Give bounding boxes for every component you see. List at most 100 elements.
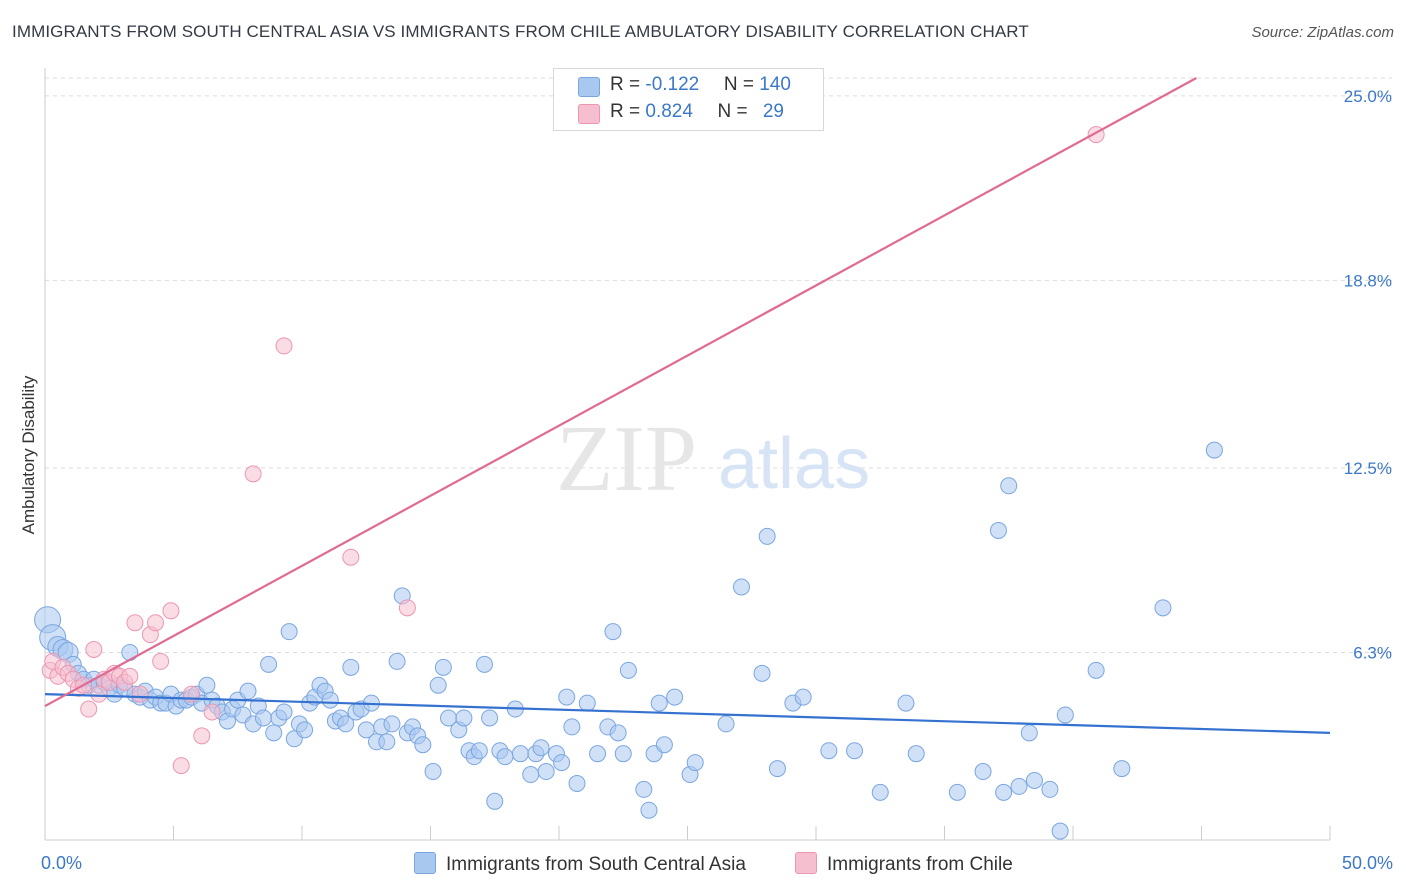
data-point-south-central-asia	[1051, 822, 1069, 840]
data-point-chile	[147, 614, 165, 632]
data-point-chile	[121, 667, 139, 685]
trendline-chile	[44, 77, 1197, 708]
data-point-chile	[90, 685, 108, 703]
data-point-south-central-asia	[424, 763, 442, 781]
data-point-south-central-asia	[578, 694, 596, 712]
data-point-south-central-asia	[280, 623, 298, 641]
legend-r-value: 0.824	[645, 101, 693, 122]
legend-r-value: -0.122	[645, 74, 700, 95]
legend-r-label: R =	[610, 74, 646, 95]
data-point-south-central-asia	[337, 715, 355, 733]
data-point-south-central-asia	[1020, 724, 1038, 742]
data-point-south-central-asia	[753, 664, 771, 682]
y-tick-label: 6.3%	[1353, 643, 1392, 662]
data-point-south-central-asia	[768, 760, 786, 778]
axes	[44, 68, 1331, 841]
legend-n-label: N =	[723, 74, 760, 95]
bottom-legend-swatch-pink	[795, 852, 817, 874]
data-point-chile	[152, 652, 170, 670]
bottom-legend-label: Immigrants from Chile	[827, 854, 1013, 875]
data-point-south-central-asia	[609, 724, 627, 742]
x-tick-label: 50.0%	[1342, 853, 1393, 873]
legend-swatch-blue	[578, 77, 600, 97]
data-point-chile	[80, 700, 98, 718]
data-point-chile	[193, 727, 211, 745]
x-tick-label: 0.0%	[41, 853, 82, 873]
data-point-south-central-asia	[907, 745, 925, 763]
trendline-south-central-asia	[44, 693, 1331, 734]
data-point-chile	[85, 641, 103, 658]
data-point-chile	[131, 685, 149, 703]
data-point-south-central-asia	[989, 521, 1007, 539]
data-point-south-central-asia	[342, 658, 360, 676]
legend-box: R = -0.122 N = 140 R = 0.824 N = 29	[553, 68, 824, 131]
data-point-south-central-asia	[496, 748, 514, 766]
data-point-south-central-asia	[820, 742, 838, 760]
data-point-south-central-asia	[522, 766, 540, 784]
data-point-south-central-asia	[121, 643, 139, 661]
data-point-south-central-asia	[378, 733, 396, 751]
data-point-south-central-asia	[383, 715, 401, 733]
trendlines	[44, 77, 1331, 734]
data-point-south-central-asia	[871, 783, 889, 801]
data-point-south-central-asia	[486, 792, 504, 810]
data-point-south-central-asia	[260, 655, 278, 673]
data-point-south-central-asia	[635, 780, 653, 798]
data-point-south-central-asia	[563, 718, 581, 736]
y-tick-label: 25.0%	[1344, 87, 1392, 106]
data-point-south-central-asia	[846, 742, 864, 760]
series-chile	[41, 126, 1105, 775]
data-point-south-central-asia	[948, 783, 966, 801]
data-point-south-central-asia	[254, 709, 272, 727]
data-point-south-central-asia	[455, 709, 473, 727]
data-point-south-central-asia	[558, 688, 576, 706]
legend-n-label: N =	[717, 101, 753, 122]
data-point-south-central-asia	[717, 715, 735, 733]
data-point-south-central-asia	[470, 742, 488, 760]
data-point-south-central-asia	[481, 709, 499, 727]
data-point-south-central-asia	[589, 745, 607, 763]
data-point-south-central-asia	[1056, 706, 1074, 724]
data-point-south-central-asia	[1205, 441, 1223, 459]
data-point-south-central-asia	[1154, 599, 1172, 617]
data-point-south-central-asia	[619, 661, 637, 679]
data-point-south-central-asia	[553, 754, 571, 772]
bottom-legend-chile: Immigrants from Chile	[795, 852, 1013, 876]
bottom-legend-swatch-blue	[414, 852, 436, 874]
y-tick-label: 12.5%	[1344, 459, 1392, 478]
data-point-south-central-asia	[640, 801, 658, 819]
data-point-south-central-asia	[1010, 777, 1028, 795]
data-point-chile	[162, 602, 180, 620]
data-point-south-central-asia	[1025, 771, 1043, 789]
data-point-south-central-asia	[296, 721, 314, 739]
data-point-south-central-asia	[568, 774, 586, 792]
data-point-south-central-asia	[686, 754, 704, 772]
watermark-atlas: atlas	[718, 424, 870, 504]
data-point-chile	[342, 548, 360, 566]
bottom-legend-label: Immigrants from South Central Asia	[446, 854, 746, 875]
bottom-legend-south-central-asia: Immigrants from South Central Asia	[414, 852, 746, 876]
data-point-south-central-asia	[794, 688, 812, 706]
data-point-south-central-asia	[1000, 477, 1018, 495]
source-label: Source: ZipAtlas.com	[1251, 24, 1394, 41]
y-axis-ticks: 6.3% 12.5% 18.8% 25.0%	[1344, 87, 1392, 663]
y-tick-label: 18.8%	[1344, 271, 1392, 290]
chart-title: IMMIGRANTS FROM SOUTH CENTRAL ASIA VS IM…	[12, 22, 1029, 41]
data-point-south-central-asia	[758, 527, 776, 545]
data-point-south-central-asia	[475, 655, 493, 673]
data-point-south-central-asia	[614, 745, 632, 763]
data-point-chile	[244, 465, 262, 483]
legend-n-value: 29	[762, 101, 784, 122]
data-point-chile	[398, 599, 416, 617]
data-point-south-central-asia	[198, 676, 216, 694]
data-point-south-central-asia	[414, 736, 432, 754]
legend-r-label: R =	[610, 101, 646, 122]
data-point-south-central-asia	[1087, 661, 1105, 679]
data-point-south-central-asia	[537, 763, 555, 781]
x-axis-ticks: 0.0% 50.0%	[41, 853, 1393, 873]
legend-n-value: 140	[759, 74, 791, 95]
data-point-south-central-asia	[265, 724, 283, 742]
data-point-south-central-asia	[995, 783, 1013, 801]
data-point-south-central-asia	[321, 691, 339, 709]
